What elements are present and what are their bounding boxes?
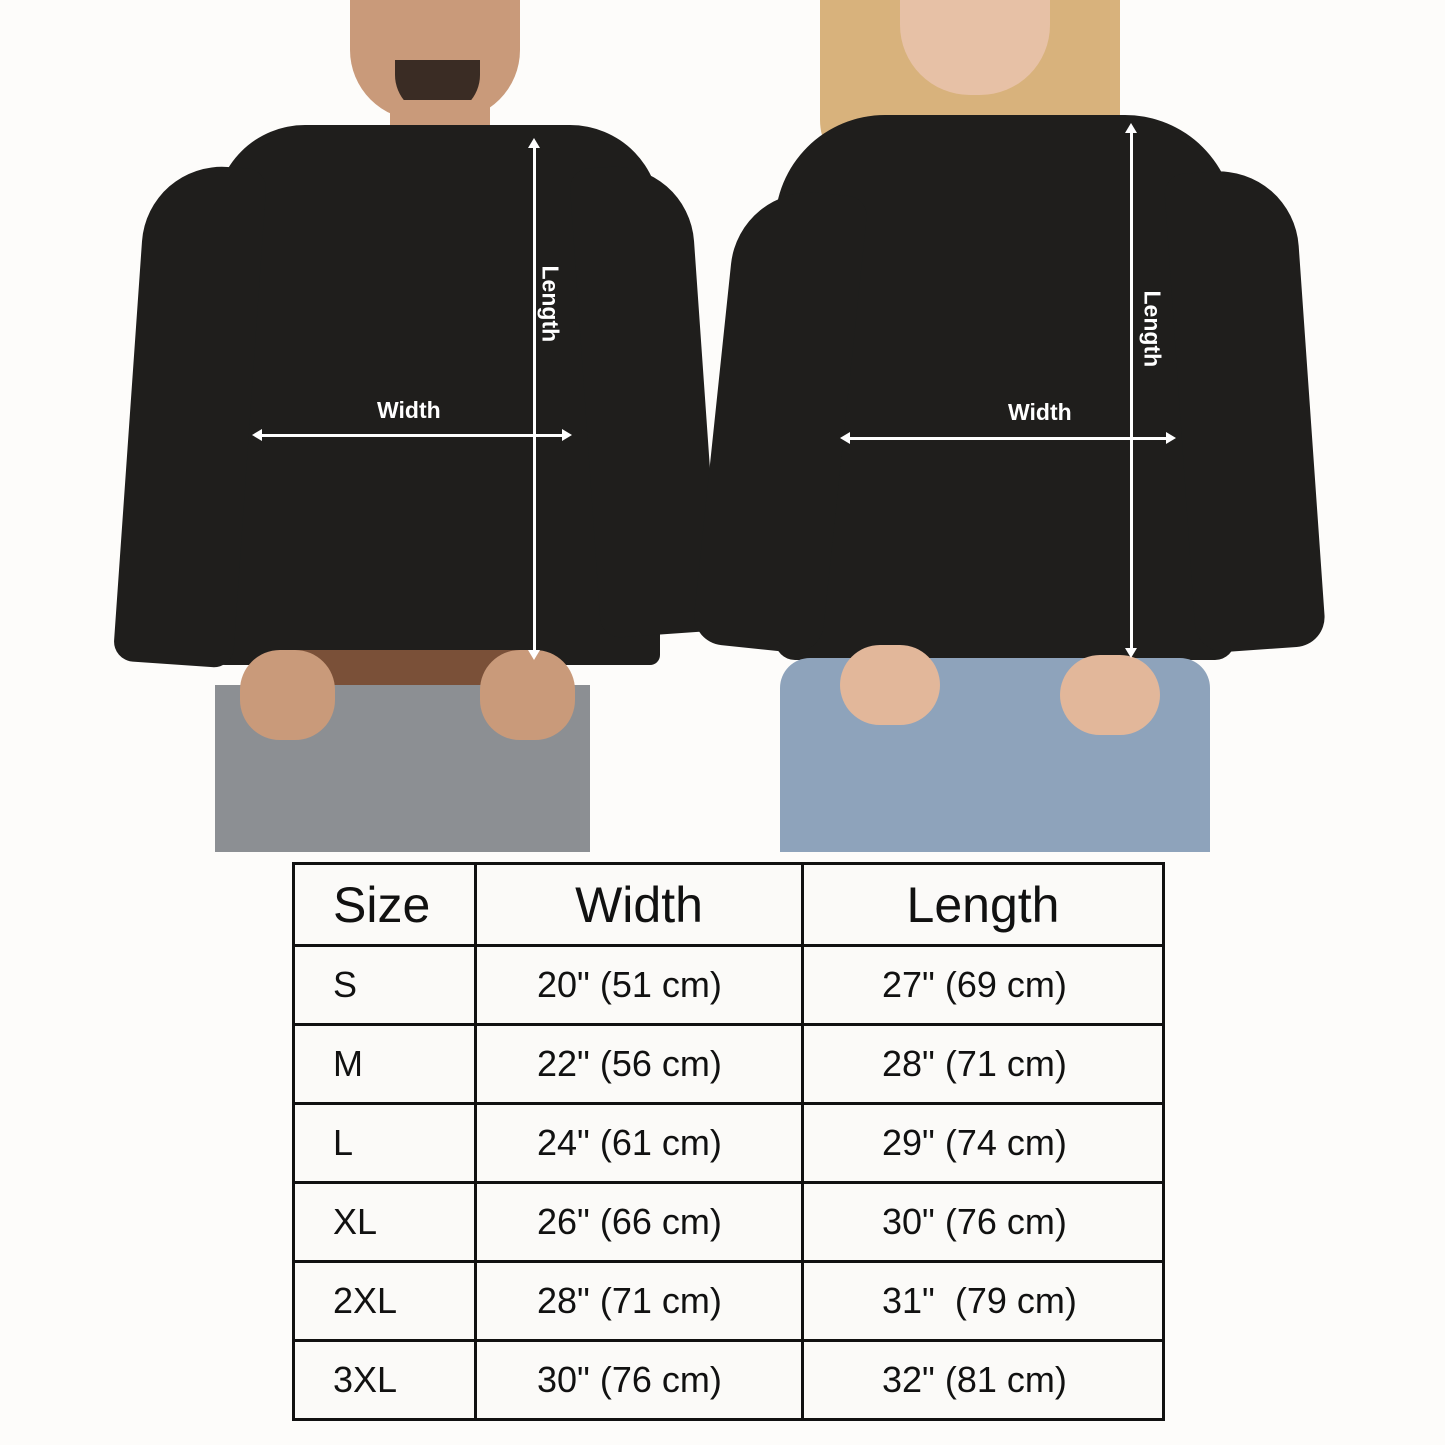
- width-cell: 24" (61 cm): [474, 1102, 804, 1184]
- size-cell: 3XL: [292, 1339, 477, 1421]
- header-width: Width: [474, 862, 804, 947]
- size-cell: S: [292, 944, 477, 1026]
- length-cell: 30" (76 cm): [801, 1181, 1165, 1263]
- man-width-arrow: [258, 434, 564, 437]
- width-cell: 20" (51 cm): [474, 944, 804, 1026]
- man-length-label: Length: [537, 265, 564, 343]
- width-cell: 30" (76 cm): [474, 1339, 804, 1421]
- length-cell: 27" (69 cm): [801, 944, 1165, 1026]
- man-length-arrow: [533, 145, 536, 653]
- arrow-right-icon: [562, 429, 572, 441]
- width-cell: 28" (71 cm): [474, 1260, 804, 1342]
- size-cell: 2XL: [292, 1260, 477, 1342]
- width-cell: 22" (56 cm): [474, 1023, 804, 1105]
- man-right-hand: [480, 650, 575, 740]
- man-left-hand: [240, 650, 335, 740]
- width-cell: 26" (66 cm): [474, 1181, 804, 1263]
- header-size: Size: [292, 862, 477, 947]
- woman-right-hand: [1060, 655, 1160, 735]
- table-row: 2XL 28" (71 cm) 31" (79 cm): [292, 1260, 1165, 1342]
- size-cell: L: [292, 1102, 477, 1184]
- table-row: S 20" (51 cm) 27" (69 cm): [292, 944, 1165, 1026]
- woman-left-hand: [840, 645, 940, 725]
- length-cell: 28" (71 cm): [801, 1023, 1165, 1105]
- header-length: Length: [801, 862, 1165, 947]
- man-width-label: Width: [377, 397, 441, 423]
- arrow-down-icon: [1125, 648, 1137, 658]
- size-chart-table: Size Width Length S 20" (51 cm) 27" (69 …: [292, 862, 1165, 1421]
- arrow-right-icon: [1166, 432, 1176, 444]
- table-row: XL 26" (66 cm) 30" (76 cm): [292, 1181, 1165, 1263]
- table-row: 3XL 30" (76 cm) 32" (81 cm): [292, 1339, 1165, 1421]
- table-row: L 24" (61 cm) 29" (74 cm): [292, 1102, 1165, 1184]
- length-cell: 32" (81 cm): [801, 1339, 1165, 1421]
- woman-width-arrow: [846, 437, 1168, 440]
- woman-width-label: Width: [1008, 399, 1072, 425]
- woman-length-arrow: [1130, 130, 1133, 650]
- woman-length-label: Length: [1139, 290, 1166, 368]
- length-cell: 31" (79 cm): [801, 1260, 1165, 1342]
- arrow-left-icon: [840, 432, 850, 444]
- size-cell: XL: [292, 1181, 477, 1263]
- arrow-down-icon: [528, 650, 540, 660]
- size-cell: M: [292, 1023, 477, 1105]
- arrow-up-icon: [528, 138, 540, 148]
- table-row: M 22" (56 cm) 28" (71 cm): [292, 1023, 1165, 1105]
- length-cell: 29" (74 cm): [801, 1102, 1165, 1184]
- arrow-left-icon: [252, 429, 262, 441]
- arrow-up-icon: [1125, 123, 1137, 133]
- table-header-row: Size Width Length: [292, 862, 1165, 947]
